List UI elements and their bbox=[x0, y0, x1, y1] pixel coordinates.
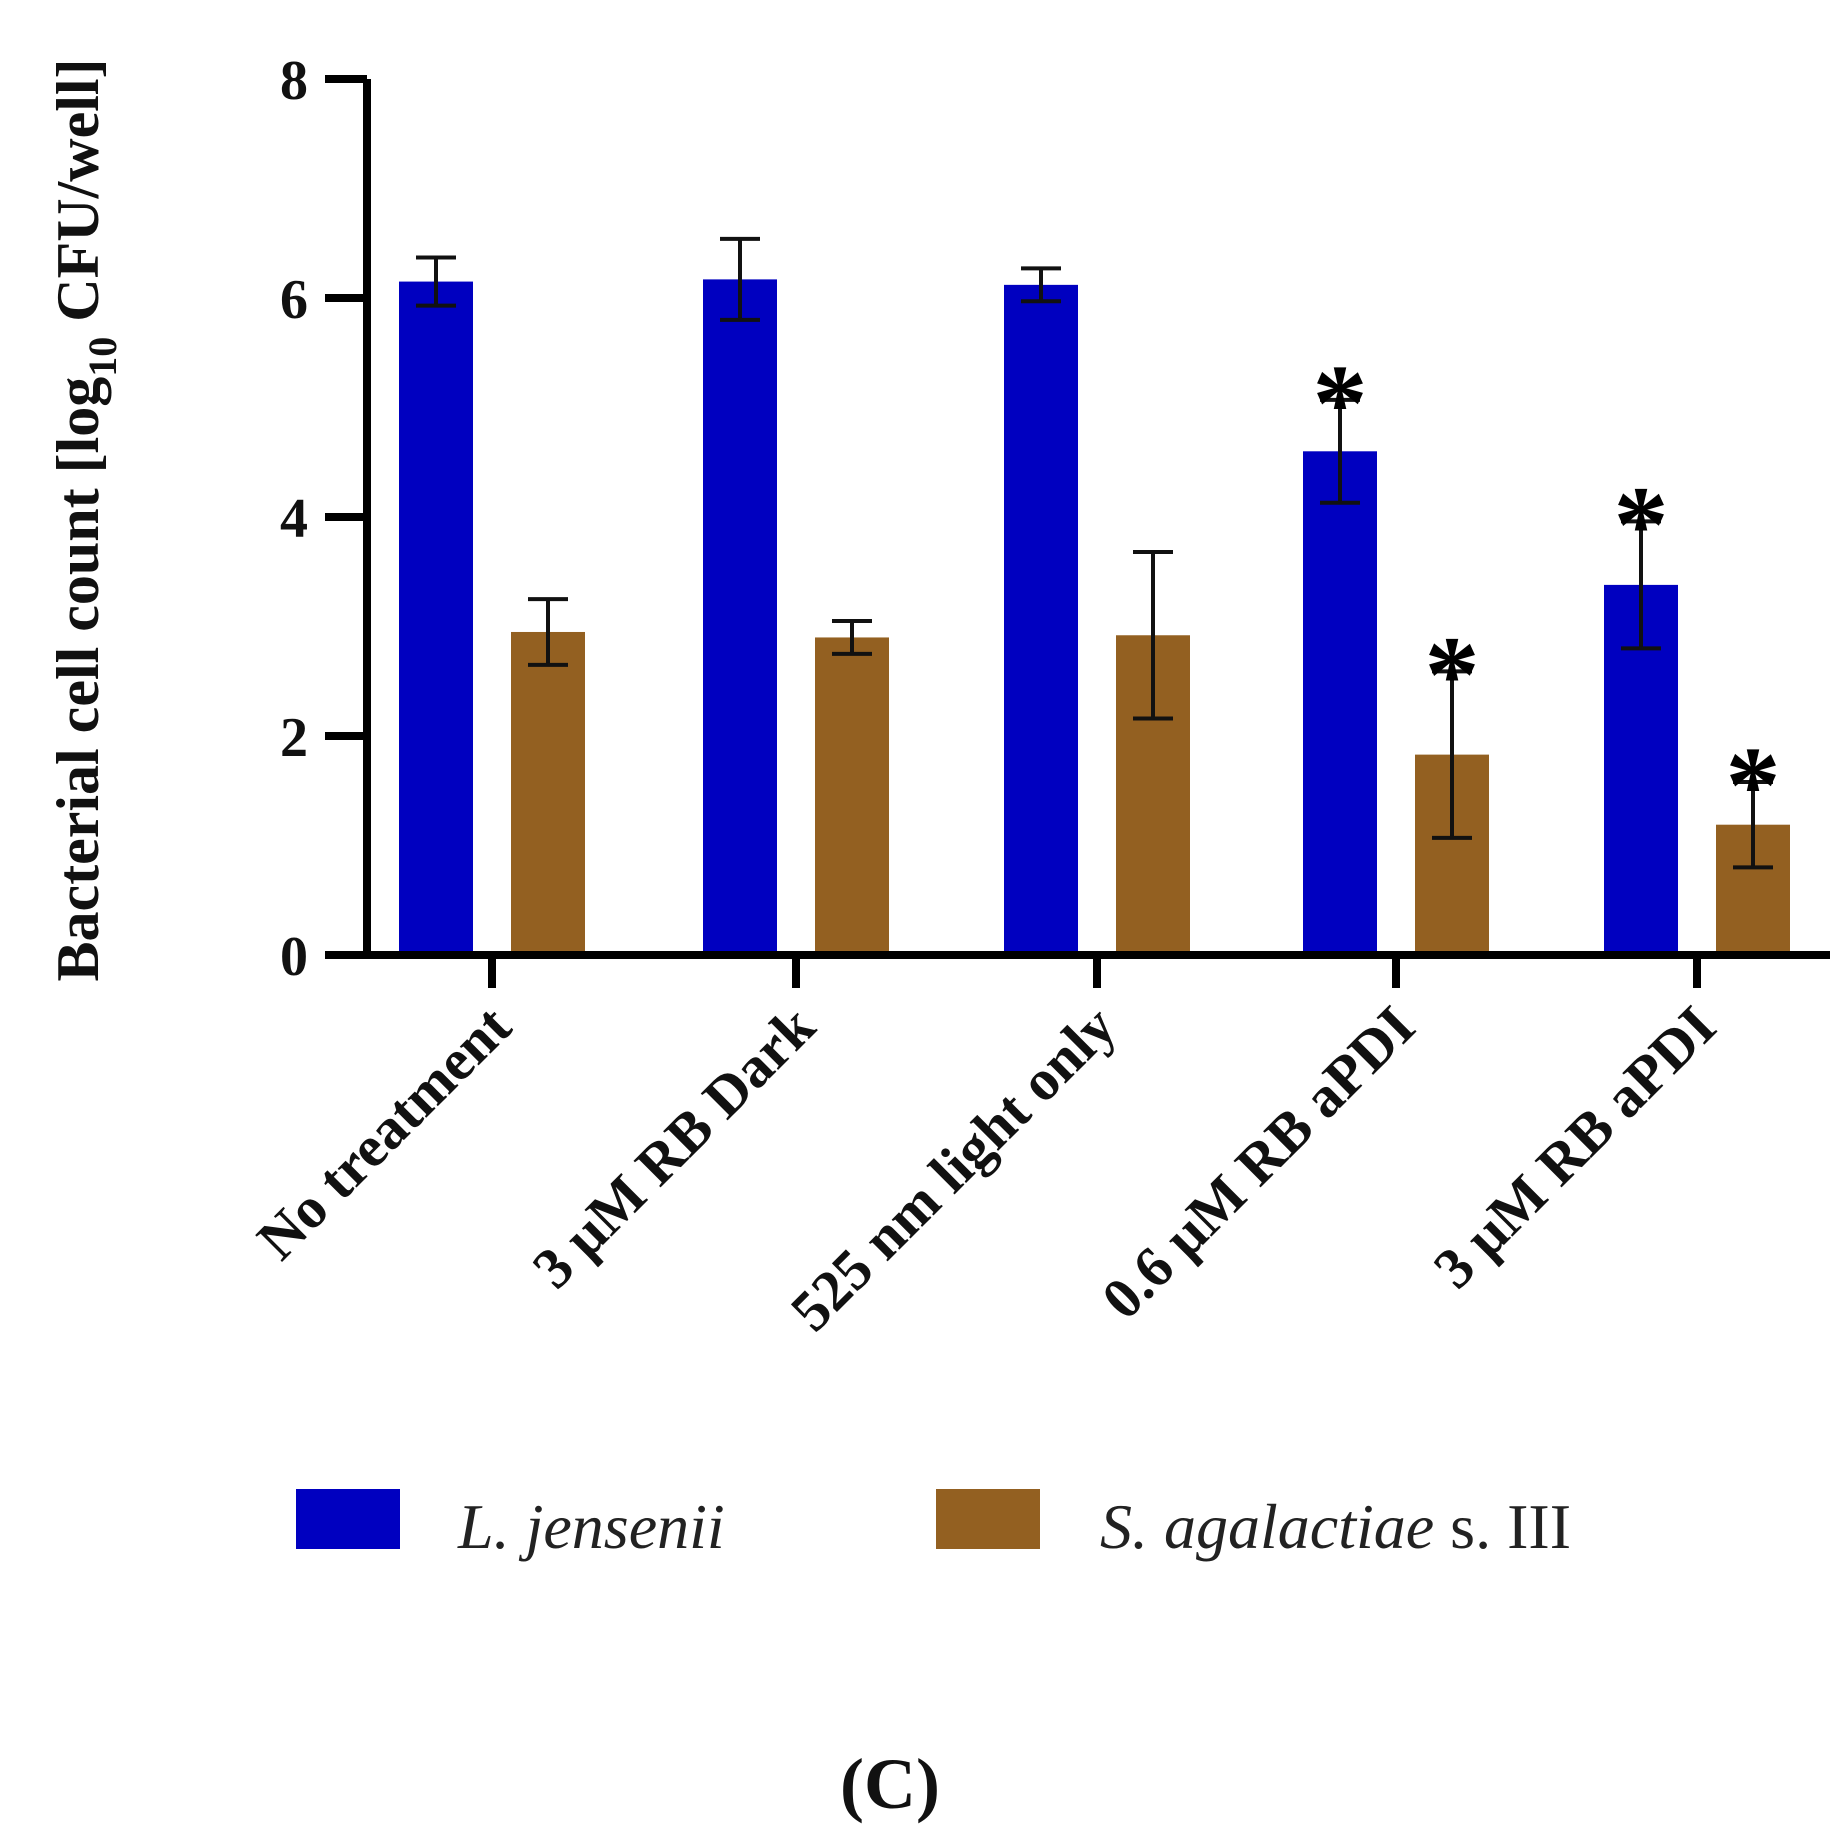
error-bars-group bbox=[416, 236, 1773, 870]
y-axis-ticks: 0 2 4 6 8 bbox=[280, 50, 367, 988]
y-axis-title-end: CFU/well] bbox=[45, 58, 111, 336]
y-axis-title: Bacterial cell count [log10 CFU/well] bbox=[45, 58, 125, 981]
bar-l-jensenii bbox=[703, 279, 777, 955]
significance-star: * bbox=[1614, 463, 1669, 585]
significance-star: * bbox=[1313, 342, 1368, 464]
bars-group bbox=[399, 279, 1790, 955]
y-tick-label: 4 bbox=[280, 488, 308, 550]
legend-label-l-jensenii: L. jensenii bbox=[457, 1491, 725, 1562]
significance-markers-group: * * * * bbox=[1313, 342, 1781, 846]
legend-label-s-agalactiae: S. agalactiae s. III bbox=[1100, 1491, 1571, 1562]
y-tick-label: 8 bbox=[280, 50, 308, 112]
bar-l-jensenii bbox=[1303, 451, 1377, 955]
panel-label: (C) bbox=[840, 1744, 940, 1824]
y-axis-title-subscript: 10 bbox=[80, 337, 125, 377]
bar-s-agalactiae bbox=[511, 631, 585, 955]
y-axis-title-main: Bacterial cell count [log bbox=[45, 377, 111, 982]
legend-swatch-l-jensenii bbox=[296, 1489, 400, 1549]
significance-star: * bbox=[1425, 613, 1480, 735]
x-category-label: 3 μM RB aPDI bbox=[1421, 993, 1728, 1300]
legend: L. jensenii S. agalactiae s. III bbox=[296, 1489, 1571, 1562]
y-tick-label: 6 bbox=[280, 269, 308, 331]
bar-l-jensenii bbox=[1004, 284, 1078, 955]
x-category-label: 0.6 μM RB aPDI bbox=[1089, 993, 1427, 1331]
x-category-label: 3 μM RB Dark bbox=[520, 993, 828, 1301]
bar-l-jensenii bbox=[399, 281, 473, 955]
x-category-label: 525 nm light only bbox=[778, 993, 1128, 1343]
legend-label-s-agalactiae-suffix: s. III bbox=[1434, 1491, 1571, 1562]
legend-swatch-s-agalactiae bbox=[936, 1489, 1040, 1549]
bar-s-agalactiae bbox=[815, 637, 889, 955]
legend-label-s-agalactiae-italic: S. agalactiae bbox=[1100, 1491, 1434, 1562]
y-tick-label: 0 bbox=[280, 926, 308, 988]
x-category-label: No treatment bbox=[245, 993, 524, 1272]
y-tick-label: 2 bbox=[280, 707, 308, 769]
significance-star: * bbox=[1726, 724, 1781, 846]
